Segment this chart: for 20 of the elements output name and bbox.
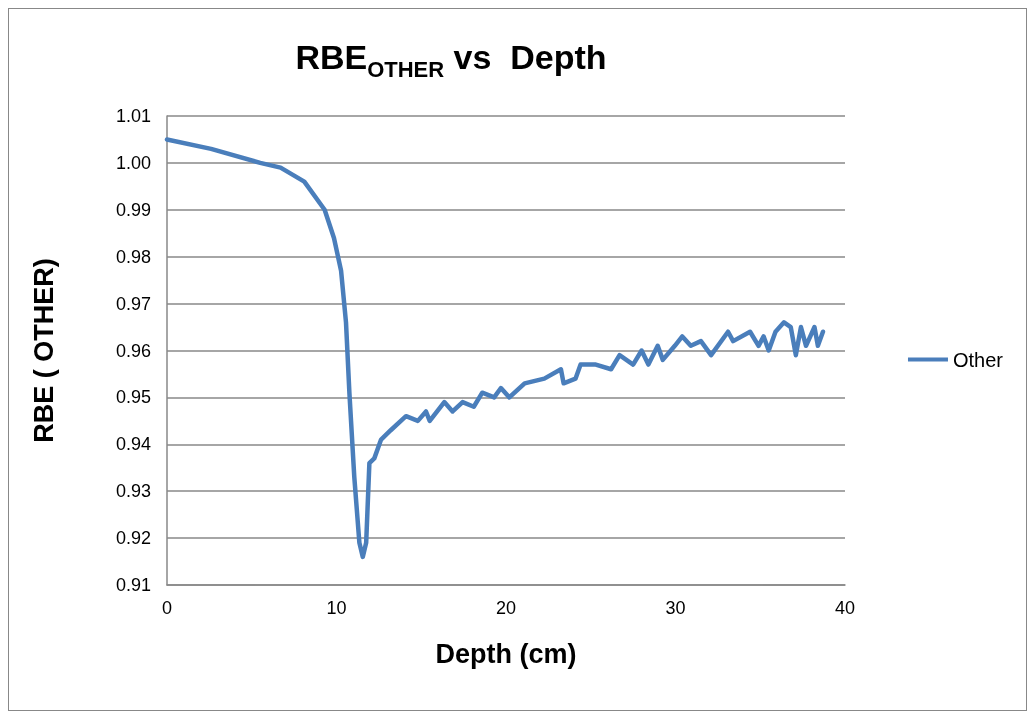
y-tick-label: 1.00 xyxy=(115,152,151,173)
x-axis-title: Depth (cm) xyxy=(435,638,577,669)
y-tick-label: 0.92 xyxy=(115,528,151,549)
line-series xyxy=(164,137,826,560)
x-tick-label: 20 xyxy=(495,598,517,618)
legend-label: Other xyxy=(952,348,1004,371)
y-tick-label: 0.94 xyxy=(115,434,151,455)
y-tick-label: 0.99 xyxy=(115,199,151,220)
x-tick-label: 10 xyxy=(326,598,347,618)
y-axis-title: RBE ( OTHER) xyxy=(28,258,59,443)
x-tick-label: 40 xyxy=(834,598,856,618)
y-tick-label: 0.93 xyxy=(115,481,151,502)
y-tick-label: 0.98 xyxy=(115,246,151,267)
x-tick-label: 30 xyxy=(665,598,686,618)
y-tick-label: 0.96 xyxy=(115,340,151,361)
y-tick-label: 0.95 xyxy=(115,387,151,408)
y-tick-label: 1.01 xyxy=(115,106,151,126)
x-tick-label: 0 xyxy=(161,598,173,618)
y-tick-label: 0.91 xyxy=(115,575,151,595)
y-tick-label: 0.97 xyxy=(115,293,151,314)
